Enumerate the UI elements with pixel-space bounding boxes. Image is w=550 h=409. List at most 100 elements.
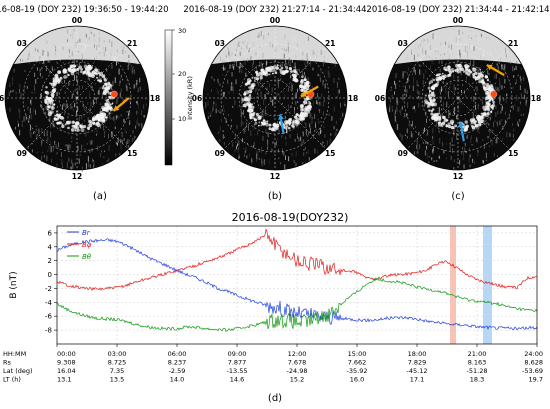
lt-label-12: 12 [72, 172, 82, 181]
time-table-cell: -2.59 [169, 367, 186, 375]
time-table-row-label: Rs [3, 359, 12, 367]
blue-arrow-head [458, 121, 465, 128]
colorbar-tick-20: 20 [178, 70, 186, 78]
series-line-br [56, 238, 538, 331]
y-tick-label: 4 [48, 243, 53, 251]
time-table-cell: -51.28 [467, 367, 488, 375]
lt-label-09: 09 [398, 149, 408, 158]
lt-label-18: 18 [150, 94, 160, 103]
panel-c-caption: (c) [451, 191, 464, 202]
panel-b-timestamp: 2016-08-19 (DOY 232) 21:27:14 - 21:34:44 [183, 5, 366, 15]
time-table-cell: 7.662 [348, 359, 367, 367]
time-table-cell: -13.55 [227, 367, 248, 375]
panel-b-caption: (b) [268, 191, 282, 202]
time-table-cell: 8.725 [108, 359, 127, 367]
highlight-bands [450, 226, 492, 344]
lt-label-15: 15 [508, 149, 518, 158]
time-table-cell: 8.163 [468, 359, 487, 367]
lt-label-03: 03 [215, 39, 225, 48]
orange-arrow-head [486, 64, 493, 71]
time-table-cell: 18.3 [470, 376, 484, 384]
chart-title: 2016-08-19(DOY232) [232, 211, 349, 224]
time-table-cell: 21:00 [468, 350, 487, 358]
time-table-cell: -45.12 [407, 367, 428, 375]
y-tick-label: -6 [45, 313, 53, 321]
time-table-cell: -35.92 [347, 367, 368, 375]
legend: Br Bφ Bθ [67, 229, 92, 261]
series-line-btheta [56, 277, 538, 332]
colorbar-gradient [164, 29, 173, 166]
y-axis-ticks: -8 -6 -4 -2 0 2 4 6 [45, 229, 57, 335]
time-table-row-label: Lat (deg) [3, 367, 33, 375]
time-table-cell: 14.0 [170, 376, 184, 384]
time-table-cell: 06:00 [168, 350, 187, 358]
panel-b: 2016-08-19 (DOY 232) 21:27:14 - 21:34:44… [183, 5, 366, 202]
panel-d-caption: (d) [268, 393, 282, 404]
lt-label-03: 03 [398, 39, 408, 48]
time-table-cell: 8.237 [168, 359, 187, 367]
panel-a-caption: (a) [93, 191, 107, 202]
series-line-bphi [56, 228, 538, 292]
time-table-cell: 12:00 [288, 350, 307, 358]
chart-series [56, 228, 538, 332]
time-table-cell: -24.98 [287, 367, 308, 375]
time-table-row-label: HH:MM [3, 350, 26, 358]
y-tick-label: -8 [45, 327, 52, 335]
time-table-cell: 7.678 [288, 359, 307, 367]
y-axis-label: B (nT) [9, 271, 19, 298]
lt-label-12: 12 [270, 172, 280, 181]
lt-label-21: 21 [325, 39, 335, 48]
time-table-cell: 16.04 [57, 367, 76, 375]
time-table-cell: 13.1 [57, 376, 71, 384]
time-table-row-label: LT (h) [3, 376, 21, 384]
time-table-cell: -53.69 [522, 367, 543, 375]
legend-label-bphi: Bφ [82, 241, 92, 249]
lt-label-12: 12 [453, 172, 463, 181]
y-tick-label: 0 [48, 271, 52, 279]
polar-map-b: 00 03 06 09 12 15 18 21 [192, 16, 358, 181]
time-table-cell: 9.308 [57, 359, 76, 367]
colorbar: 10 20 30 Intensity (kR) [164, 27, 194, 166]
time-table-cell: 03:00 [108, 350, 127, 358]
orange-arrow-head [300, 91, 307, 97]
highlight-band-2 [483, 226, 492, 344]
spacecraft-footprint-dot [110, 90, 118, 98]
orange-arrow-head [113, 105, 120, 111]
legend-label-br: Br [82, 229, 91, 237]
time-table-cell: 19.7 [529, 376, 543, 384]
lt-label-00: 00 [453, 16, 463, 25]
spacecraft-footprint-dot [490, 90, 498, 98]
time-table-cell: 16.0 [350, 376, 364, 384]
lt-label-09: 09 [215, 149, 225, 158]
polar-map-a: 00 03 06 09 12 15 18 21 [0, 16, 160, 181]
lt-label-06: 06 [375, 94, 385, 103]
time-table-cell: 15.2 [290, 376, 304, 384]
lt-label-06: 06 [192, 94, 202, 103]
time-table-cell: 24:00 [524, 350, 543, 358]
y-tick-label: 6 [48, 229, 53, 237]
lt-label-21: 21 [508, 39, 518, 48]
lt-label-00: 00 [270, 16, 280, 25]
colorbar-tick-10: 10 [178, 115, 186, 123]
time-table-cell: 00:00 [57, 350, 76, 358]
lt-label-00: 00 [72, 16, 82, 25]
x-axis-ticks [56, 344, 538, 347]
blue-arrow-head [278, 114, 285, 120]
lt-label-18: 18 [531, 94, 541, 103]
y-tick-label: -4 [45, 299, 53, 307]
lt-label-21: 21 [127, 39, 137, 48]
lt-label-03: 03 [17, 39, 27, 48]
lt-label-06: 06 [0, 94, 4, 103]
time-table-cell: 14.6 [230, 376, 244, 384]
time-table-cell: 15:00 [348, 350, 367, 358]
panel-c: 2016-08-19 (DOY 232) 21:34:44 - 21:42:14… [366, 5, 549, 202]
time-table-cell: 17.1 [410, 376, 424, 384]
lt-label-09: 09 [17, 149, 27, 158]
highlight-band-1 [450, 226, 456, 344]
y-tick-label: 2 [48, 257, 52, 265]
polar-map-c: 00 03 06 09 12 15 18 21 [375, 16, 541, 181]
time-table-cell: 8.628 [524, 359, 543, 367]
time-table-cell: 18:00 [408, 350, 427, 358]
